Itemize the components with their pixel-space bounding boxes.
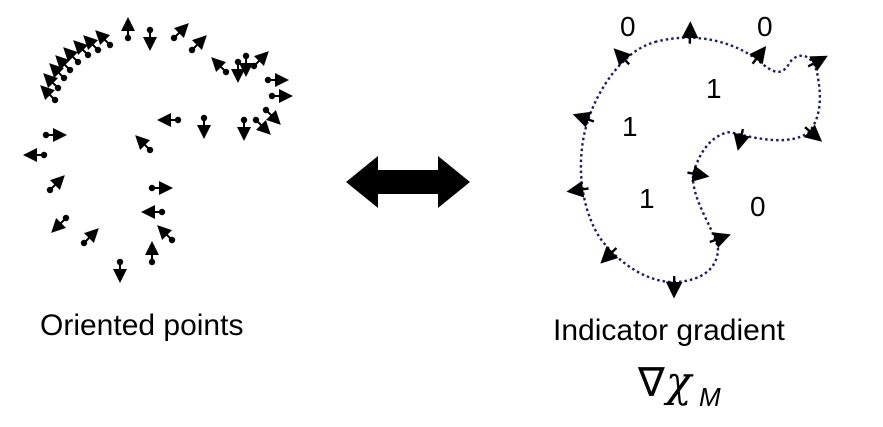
oriented-point-normal: [40, 85, 56, 101]
indicator-value-inside-upper: 1: [706, 73, 722, 104]
oriented-point-normal: [51, 217, 67, 233]
indicator-value-inside-lower: 1: [639, 183, 655, 214]
boundary-normal-arrow: [709, 232, 731, 249]
indicator-value-outside-top-right: 0: [757, 11, 773, 42]
indicator-value-outside-right: 0: [750, 191, 766, 222]
oriented-point-normal: [265, 109, 281, 125]
boundary-normal-arrow: [733, 128, 750, 151]
oriented-point-normal: [43, 73, 59, 89]
oriented-point-normal: [73, 40, 89, 56]
oriented-point-normal: [173, 23, 189, 39]
boundary-normal-arrow: [807, 55, 828, 72]
oriented-points-cloud: [23, 17, 293, 283]
oriented-point-normal: [55, 55, 71, 71]
right-caption: Indicator gradient: [553, 314, 785, 347]
oriented-point-normal: [83, 35, 99, 51]
boundary-normal-arrow: [749, 45, 767, 65]
oriented-point-normal: [49, 175, 65, 191]
oriented-point-normal: [253, 51, 269, 67]
indicator-gradient-formula: ∇ χ M: [637, 357, 721, 412]
gradient-normals: [566, 21, 828, 299]
left-caption: Oriented points: [40, 309, 243, 342]
boundary-normal-arrow: [566, 180, 589, 198]
oriented-point-normal: [255, 119, 271, 135]
boundary-normal-arrow: [803, 124, 823, 142]
boundary-normal-arrow: [613, 48, 632, 67]
indicator-value-outside-top-left: 0: [620, 11, 636, 42]
oriented-point-normal: [157, 225, 173, 241]
boundary-normal-arrow: [687, 165, 710, 182]
indicator-boundary-curve: [579, 36, 822, 284]
oriented-point-normal: [49, 63, 65, 79]
oriented-point-normal: [63, 47, 79, 63]
chi-symbol: χ: [663, 357, 694, 406]
nabla-symbol: ∇: [637, 360, 665, 406]
oriented-point-normal: [95, 30, 111, 46]
subscript-m: M: [699, 382, 721, 412]
oriented-point-normal: [135, 135, 151, 151]
oriented-point-normal: [211, 57, 227, 73]
oriented-point-normal: [83, 228, 99, 244]
indicator-value-inside-left: 1: [622, 111, 638, 142]
double-arrow-icon: [346, 156, 470, 208]
boundary-normal-arrow: [600, 245, 619, 264]
boundary-normal-arrow: [572, 111, 595, 128]
oriented-point-normal: [191, 35, 207, 51]
